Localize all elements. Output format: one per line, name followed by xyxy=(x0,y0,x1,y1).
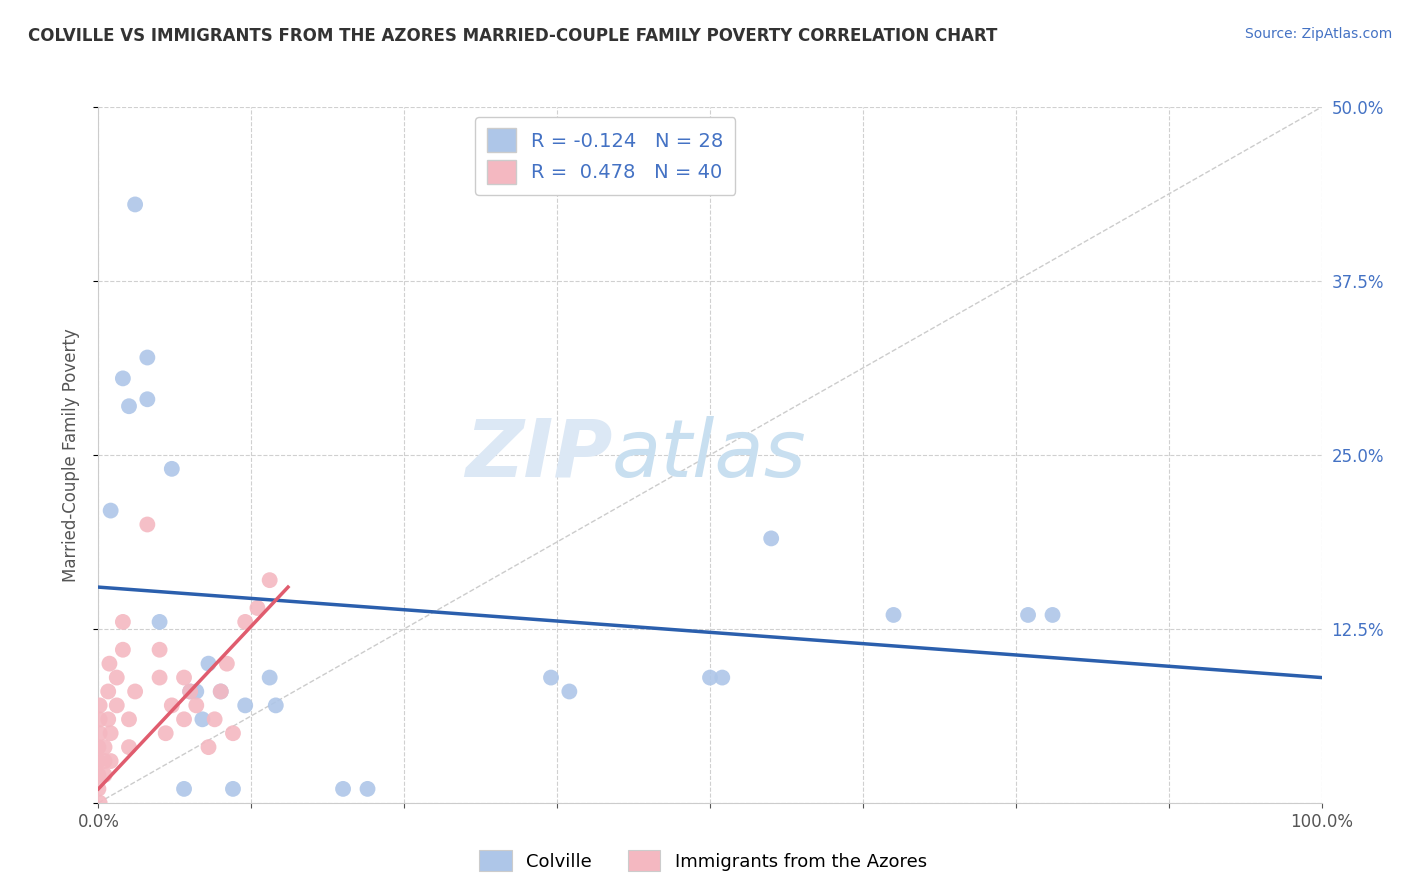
Text: atlas: atlas xyxy=(612,416,807,494)
Point xyxy=(100,503,122,517)
Point xyxy=(160,462,183,476)
Point xyxy=(699,671,721,685)
Point xyxy=(246,601,269,615)
Legend: Colville, Immigrants from the Azores: Colville, Immigrants from the Azores xyxy=(472,843,934,879)
Point xyxy=(186,698,208,713)
Point xyxy=(215,657,238,671)
Point xyxy=(118,399,141,413)
Text: Source: ZipAtlas.com: Source: ZipAtlas.com xyxy=(1244,27,1392,41)
Point xyxy=(100,726,122,740)
Point xyxy=(118,712,141,726)
Point xyxy=(558,684,581,698)
Point xyxy=(111,371,134,385)
Point xyxy=(540,671,562,685)
Point xyxy=(100,754,122,768)
Point xyxy=(761,532,783,546)
Point xyxy=(155,726,177,740)
Point xyxy=(136,517,159,532)
Text: COLVILLE VS IMMIGRANTS FROM THE AZORES MARRIED-COUPLE FAMILY POVERTY CORRELATION: COLVILLE VS IMMIGRANTS FROM THE AZORES M… xyxy=(28,27,997,45)
Point xyxy=(111,615,134,629)
Point xyxy=(711,671,734,685)
Point xyxy=(149,642,172,657)
Point xyxy=(179,684,201,698)
Point xyxy=(87,740,110,755)
Point xyxy=(222,726,245,740)
Point xyxy=(97,712,120,726)
Point xyxy=(173,781,195,796)
Point xyxy=(93,754,115,768)
Point xyxy=(173,712,195,726)
Point xyxy=(87,768,110,782)
Point xyxy=(233,615,256,629)
Point xyxy=(124,197,146,211)
Point xyxy=(204,712,226,726)
Point xyxy=(89,726,111,740)
Point xyxy=(98,657,121,671)
Point xyxy=(111,642,134,657)
Point xyxy=(233,698,256,713)
Point xyxy=(1042,607,1064,622)
Point xyxy=(93,740,115,755)
Point xyxy=(124,684,146,698)
Point xyxy=(160,698,183,713)
Point xyxy=(186,684,208,698)
Point xyxy=(87,781,110,796)
Y-axis label: Married-Couple Family Poverty: Married-Couple Family Poverty xyxy=(62,328,80,582)
Legend: R = -0.124   N = 28, R =  0.478   N = 40: R = -0.124 N = 28, R = 0.478 N = 40 xyxy=(475,117,735,195)
Point xyxy=(105,671,128,685)
Point xyxy=(259,573,281,587)
Point xyxy=(118,740,141,755)
Point xyxy=(97,684,120,698)
Point xyxy=(89,796,111,810)
Point xyxy=(93,768,115,782)
Point xyxy=(136,392,159,407)
Point xyxy=(1017,607,1039,622)
Point xyxy=(356,781,378,796)
Point xyxy=(209,684,232,698)
Point xyxy=(179,684,201,698)
Text: ZIP: ZIP xyxy=(465,416,612,494)
Point xyxy=(191,712,214,726)
Point xyxy=(259,671,281,685)
Point xyxy=(136,351,159,365)
Point xyxy=(89,698,111,713)
Point xyxy=(332,781,354,796)
Point xyxy=(209,684,232,698)
Point xyxy=(197,657,219,671)
Point xyxy=(149,615,172,629)
Point xyxy=(105,698,128,713)
Point xyxy=(883,607,905,622)
Point xyxy=(149,671,172,685)
Point xyxy=(87,754,110,768)
Point xyxy=(173,671,195,685)
Point xyxy=(89,712,111,726)
Point xyxy=(264,698,287,713)
Point xyxy=(222,781,245,796)
Point xyxy=(197,740,219,755)
